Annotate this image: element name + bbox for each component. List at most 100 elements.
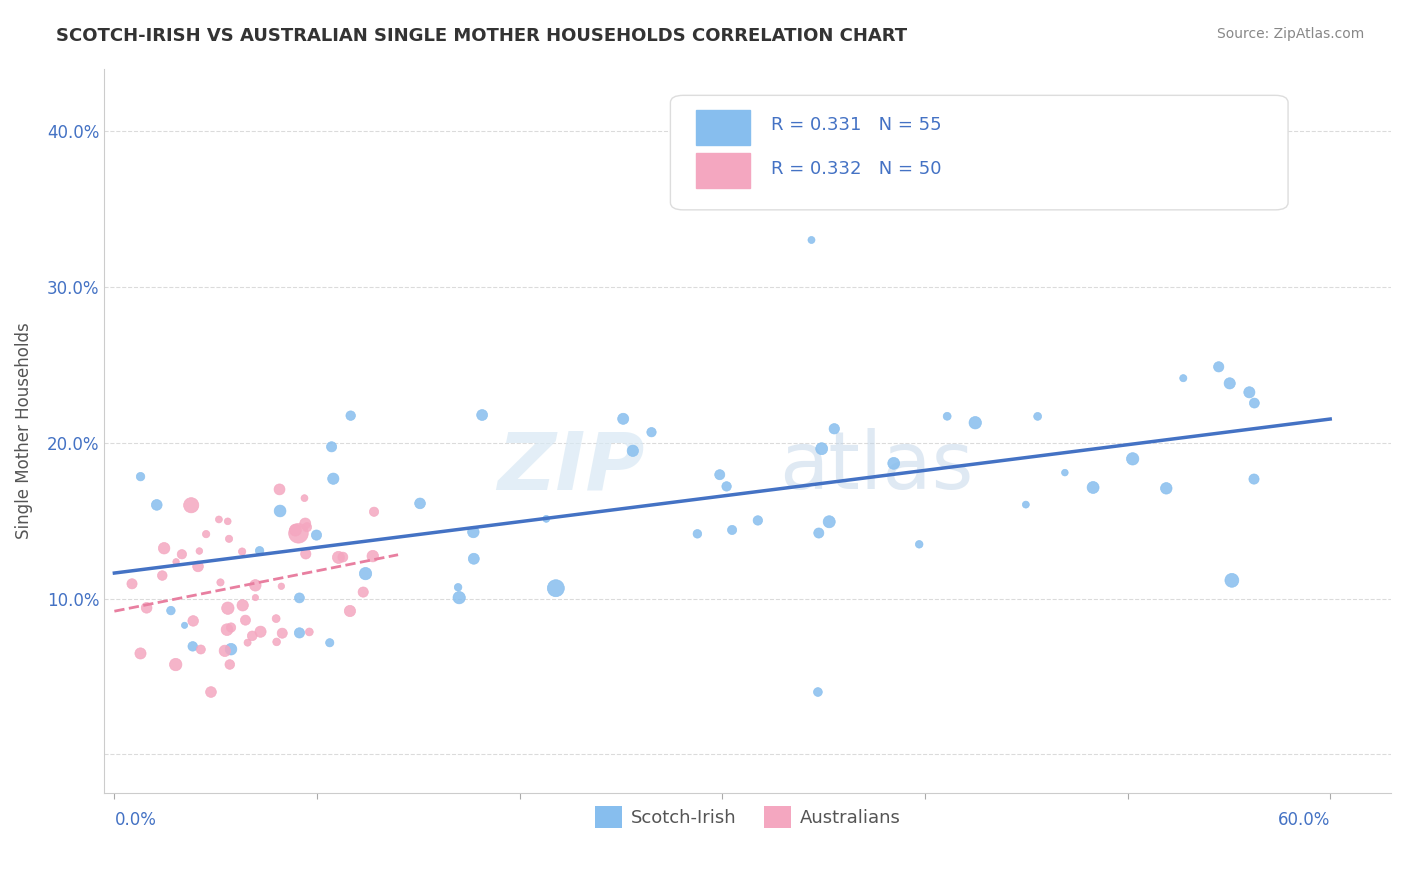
- Text: R = 0.331   N = 55: R = 0.331 N = 55: [770, 116, 942, 134]
- Point: [240, 629, 263, 643]
- Point: [1220, 574, 1243, 588]
- Point: [1173, 371, 1195, 385]
- Point: [215, 623, 238, 637]
- Point: [170, 547, 193, 561]
- Point: [463, 551, 485, 566]
- Point: [200, 685, 222, 699]
- Point: [1243, 472, 1265, 486]
- Point: [217, 601, 239, 615]
- Point: [173, 618, 195, 632]
- Point: [936, 409, 959, 424]
- Point: [129, 647, 152, 661]
- Point: [339, 409, 361, 423]
- Point: [219, 642, 242, 657]
- Point: [153, 541, 176, 556]
- Point: [188, 544, 211, 558]
- Point: [218, 657, 240, 672]
- Point: [965, 416, 987, 430]
- Point: [807, 526, 830, 541]
- Point: [1026, 409, 1049, 424]
- Point: [294, 516, 316, 531]
- Text: atlas: atlas: [779, 428, 973, 506]
- Point: [361, 549, 384, 563]
- Point: [245, 578, 267, 592]
- Legend: Scotch-Irish, Australians: Scotch-Irish, Australians: [588, 798, 908, 835]
- Text: ZIP: ZIP: [498, 428, 645, 506]
- Point: [363, 505, 385, 519]
- Point: [810, 442, 832, 456]
- Point: [150, 568, 173, 582]
- Point: [269, 483, 291, 497]
- Point: [195, 527, 218, 541]
- Point: [721, 523, 744, 537]
- Point: [447, 580, 470, 594]
- Point: [471, 408, 494, 422]
- Point: [908, 537, 931, 551]
- Point: [709, 467, 731, 482]
- Point: [190, 642, 212, 657]
- Point: [208, 512, 231, 526]
- Point: [1053, 466, 1076, 480]
- Point: [214, 644, 236, 658]
- Point: [321, 440, 343, 454]
- Y-axis label: Single Mother Households: Single Mother Households: [15, 323, 32, 540]
- Point: [1081, 481, 1104, 495]
- Point: [1156, 481, 1178, 495]
- Point: [328, 550, 350, 565]
- Point: [288, 591, 311, 605]
- Point: [264, 612, 287, 626]
- Point: [1219, 376, 1241, 391]
- Point: [181, 640, 204, 654]
- Point: [449, 591, 471, 605]
- Point: [818, 515, 841, 529]
- Point: [612, 412, 634, 426]
- Text: Source: ZipAtlas.com: Source: ZipAtlas.com: [1216, 27, 1364, 41]
- Point: [305, 528, 328, 542]
- Point: [339, 604, 361, 618]
- Point: [463, 524, 485, 539]
- Point: [686, 526, 709, 541]
- Text: R = 0.332   N = 50: R = 0.332 N = 50: [770, 160, 941, 178]
- Point: [294, 491, 316, 505]
- Point: [322, 472, 344, 486]
- Point: [129, 469, 152, 483]
- Point: [1122, 451, 1144, 466]
- Point: [295, 520, 318, 534]
- Point: [409, 496, 432, 510]
- Point: [621, 443, 644, 458]
- Point: [747, 513, 769, 527]
- Bar: [696, 153, 751, 188]
- Point: [135, 600, 157, 615]
- Point: [271, 626, 294, 640]
- Point: [249, 543, 271, 558]
- Point: [287, 526, 309, 541]
- Point: [1015, 498, 1038, 512]
- Point: [352, 585, 374, 599]
- Point: [217, 514, 239, 528]
- Point: [121, 576, 143, 591]
- Point: [160, 604, 183, 618]
- Point: [145, 498, 167, 512]
- Point: [800, 233, 823, 247]
- Point: [294, 547, 316, 561]
- Text: 0.0%: 0.0%: [114, 812, 156, 830]
- Point: [1239, 385, 1261, 400]
- FancyBboxPatch shape: [671, 95, 1288, 210]
- Point: [218, 532, 240, 546]
- Text: SCOTCH-IRISH VS AUSTRALIAN SINGLE MOTHER HOUSEHOLDS CORRELATION CHART: SCOTCH-IRISH VS AUSTRALIAN SINGLE MOTHER…: [56, 27, 907, 45]
- Point: [187, 559, 209, 574]
- Point: [236, 635, 259, 649]
- Point: [298, 624, 321, 639]
- Point: [232, 599, 254, 613]
- Point: [219, 620, 242, 634]
- Point: [883, 456, 905, 470]
- Point: [270, 579, 292, 593]
- Point: [266, 635, 288, 649]
- Point: [1243, 396, 1265, 410]
- Point: [209, 575, 232, 590]
- Point: [319, 636, 342, 650]
- Point: [231, 544, 253, 558]
- Point: [354, 566, 377, 581]
- Text: 60.0%: 60.0%: [1278, 812, 1330, 830]
- Point: [716, 479, 738, 493]
